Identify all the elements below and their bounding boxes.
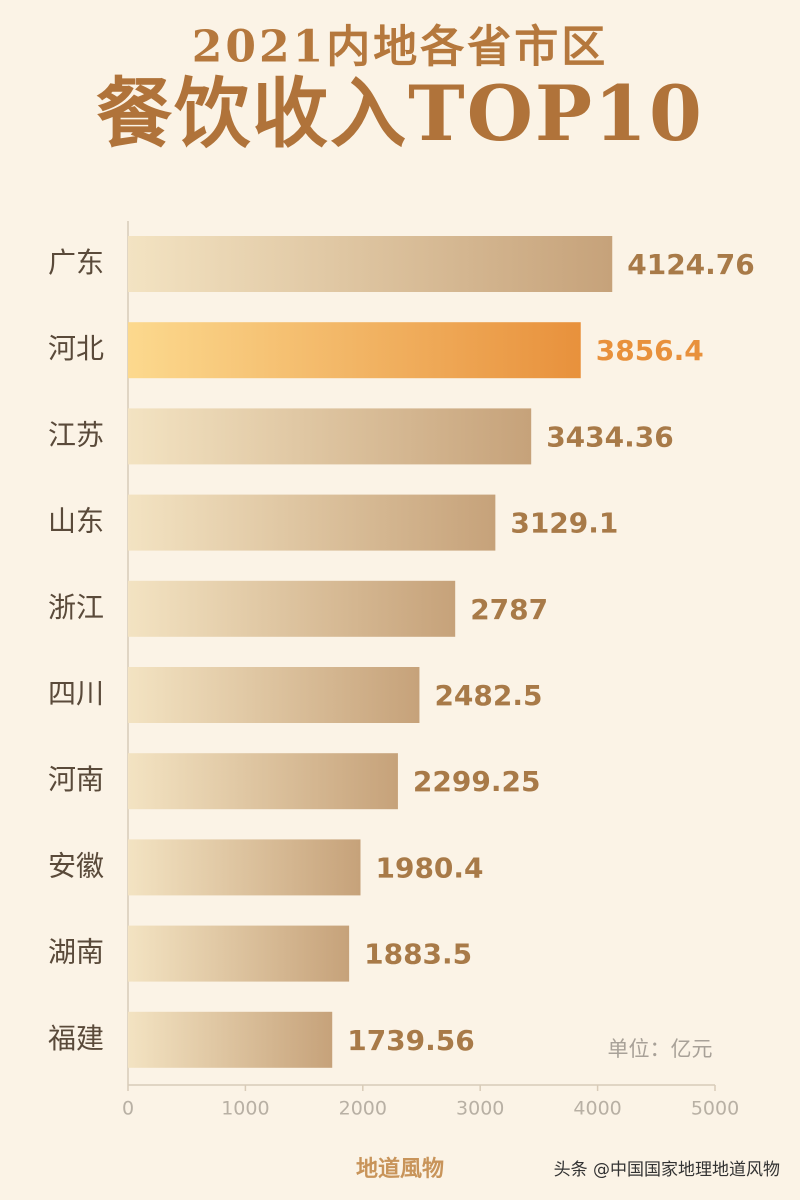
bar <box>128 494 496 551</box>
value-label: 3434.36 <box>546 420 674 453</box>
value-label: 2787 <box>470 593 548 626</box>
category-label: 福建 <box>48 1022 104 1055</box>
category-label: 江苏 <box>48 418 104 451</box>
bar <box>128 753 398 810</box>
bar <box>128 839 361 896</box>
x-tick-label: 5000 <box>691 1098 739 1120</box>
category-label: 湖南 <box>48 936 104 969</box>
x-tick-label: 4000 <box>573 1098 621 1120</box>
value-label: 2482.5 <box>434 679 542 712</box>
category-label: 广东 <box>48 246 104 279</box>
footer-logo: 地道風物 <box>356 1156 444 1182</box>
bar <box>128 580 456 637</box>
bar <box>128 322 581 379</box>
chart-subtitle: 餐饮收入TOP10 <box>96 69 704 158</box>
category-label: 浙江 <box>48 591 104 624</box>
value-label: 1883.5 <box>364 938 472 971</box>
value-label: 3129.1 <box>510 507 618 540</box>
unit-note: 单位：亿元 <box>608 1037 713 1061</box>
category-label: 河南 <box>48 763 104 796</box>
category-label: 安徽 <box>48 849 104 882</box>
x-tick-label: 0 <box>122 1098 134 1120</box>
value-label: 1980.4 <box>375 851 483 884</box>
x-tick-label: 3000 <box>456 1098 504 1120</box>
value-label: 1739.56 <box>347 1024 475 1057</box>
x-tick-label: 2000 <box>339 1098 387 1120</box>
category-label: 山东 <box>48 505 104 538</box>
category-label: 四川 <box>48 677 104 710</box>
category-label: 河北 <box>48 332 104 365</box>
bar <box>128 408 532 465</box>
bar <box>128 667 420 723</box>
value-label: 3856.4 <box>596 334 704 367</box>
bar <box>128 925 350 982</box>
value-label: 2299.25 <box>413 765 541 798</box>
bar <box>128 236 613 292</box>
x-tick-label: 1000 <box>221 1098 269 1120</box>
value-label: 4124.76 <box>627 248 755 281</box>
watermark: 头条 @中国国家地理地道风物 <box>554 1160 780 1180</box>
bar <box>128 1011 333 1068</box>
chart-title: 2021内地各省市区 <box>192 22 608 73</box>
